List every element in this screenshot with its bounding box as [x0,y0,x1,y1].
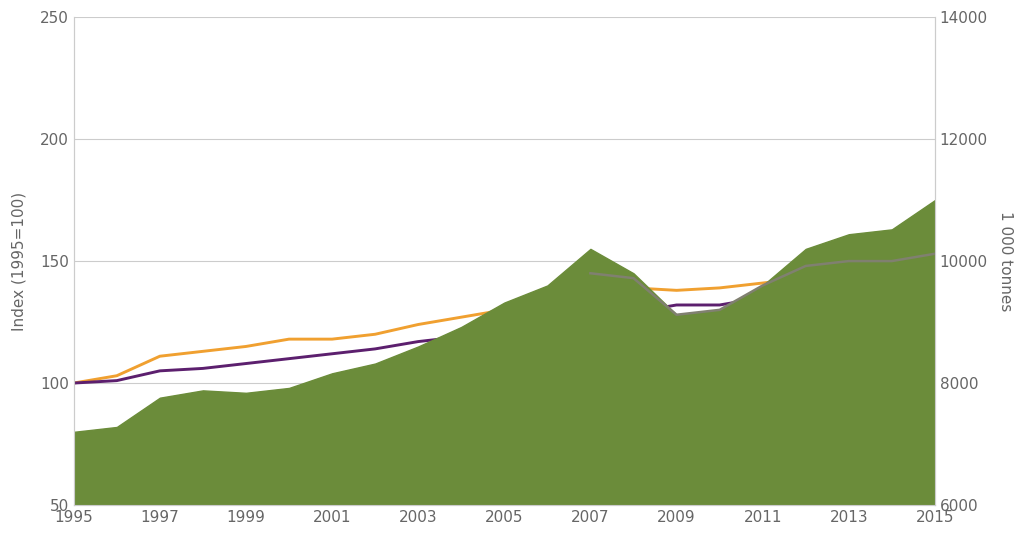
Y-axis label: 1 000 tonnes: 1 000 tonnes [998,211,1013,311]
Y-axis label: Index (1995=100): Index (1995=100) [11,191,26,331]
